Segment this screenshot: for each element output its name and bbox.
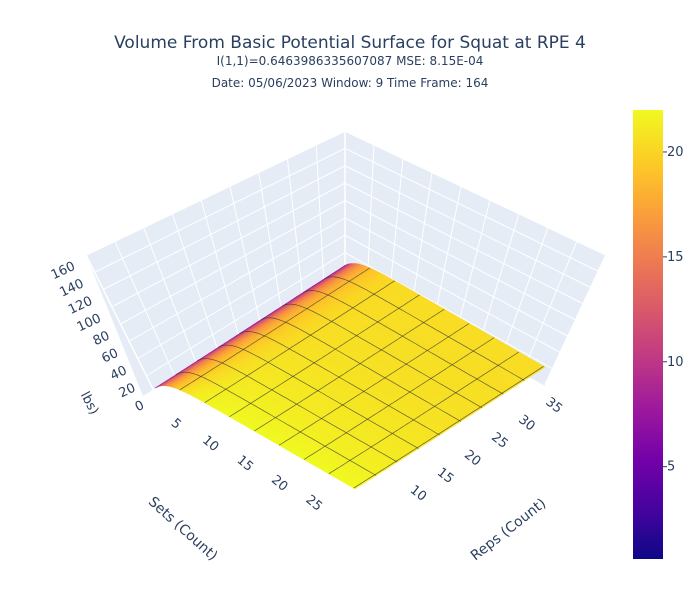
surface-gridline (197, 358, 398, 463)
x-axis-ticks: 5 10 15 20 25 (168, 416, 325, 515)
surface-gridline (218, 344, 419, 449)
y-tick-label: 15 (434, 465, 456, 487)
colorbar-ticks: 5 10 15 20 (663, 145, 684, 475)
wall-gridline (103, 165, 346, 290)
z-tick-label: 60 (99, 346, 120, 367)
surface-gridline (239, 331, 440, 436)
wall-edge (344, 130, 607, 256)
y-tick-label: 10 (407, 483, 429, 505)
wall-gridline (128, 217, 346, 342)
surface-gridline (179, 267, 370, 391)
wall-gridline (344, 182, 584, 305)
wall-gridline (344, 147, 599, 272)
z-tick-label: 0 (133, 398, 147, 415)
surface-gridline (254, 308, 445, 432)
colorbar-tick-label: 20 (667, 145, 684, 160)
x-tick-label: 10 (199, 433, 221, 455)
wall-gridline (344, 217, 569, 337)
y-tick-label: 30 (515, 412, 537, 434)
y-axis-title: Reps (Count) (468, 496, 549, 565)
chart-subtitle-line1: I(1,1)=0.6463986335607087 MSE: 8.15E-04 (216, 54, 484, 68)
z-tick-label: 80 (91, 329, 112, 350)
surface-gridline (278, 323, 470, 446)
surface-gridline (328, 351, 519, 475)
y-tick-label: 35 (543, 395, 565, 417)
surface-gridlines (176, 267, 544, 489)
x-axis-title: Sets (Count) (145, 494, 221, 564)
wall-edge (544, 254, 607, 386)
colorbar (633, 110, 663, 559)
x-tick-label: 25 (303, 492, 325, 514)
surface-gridline (260, 317, 462, 422)
wall-gridline (344, 234, 561, 353)
chart-subtitle-line2: Date: 05/06/2023 Window: 9 Time Frame: 1… (211, 76, 489, 90)
surface-gridline (303, 290, 504, 395)
colorbar-tick-label: 5 (667, 460, 675, 475)
y-tick-label: 20 (461, 447, 483, 469)
wall-gridlines (85, 130, 607, 394)
scene-3d (85, 130, 607, 490)
surface-gridline (176, 371, 377, 476)
colorbar-tick-label: 10 (667, 355, 684, 370)
wall-edge (85, 254, 156, 394)
x-tick-label: 20 (268, 473, 290, 495)
wall-edge (85, 130, 346, 256)
z-tick-label: 40 (108, 363, 129, 384)
surface-mesh (154, 263, 546, 490)
surface-gridline (281, 303, 483, 409)
wall-gridline (344, 165, 591, 288)
z-axis-title: lbs) (77, 389, 101, 417)
colorbar-tick-label: 15 (667, 250, 684, 265)
wall-gridline (146, 252, 346, 377)
back-wall-left (86, 131, 345, 396)
surface-gridline (353, 366, 544, 489)
wall-gridline (120, 200, 346, 325)
surface-gridline (229, 294, 420, 417)
x-tick-label: 15 (234, 453, 256, 475)
wall-gridline (94, 147, 346, 273)
wall-gridline (344, 200, 576, 321)
chart-title: Volume From Basic Potential Surface for … (114, 33, 586, 53)
y-tick-label: 25 (488, 430, 510, 452)
z-tick-label: 20 (117, 381, 138, 402)
wall-gridline (344, 252, 553, 370)
wall-gridline (137, 234, 346, 359)
surface-gridline (204, 280, 395, 403)
surface-gridline (303, 337, 495, 460)
wall-gridline (111, 182, 346, 308)
x-tick-label: 5 (168, 416, 184, 433)
surface-gridline (324, 276, 525, 381)
